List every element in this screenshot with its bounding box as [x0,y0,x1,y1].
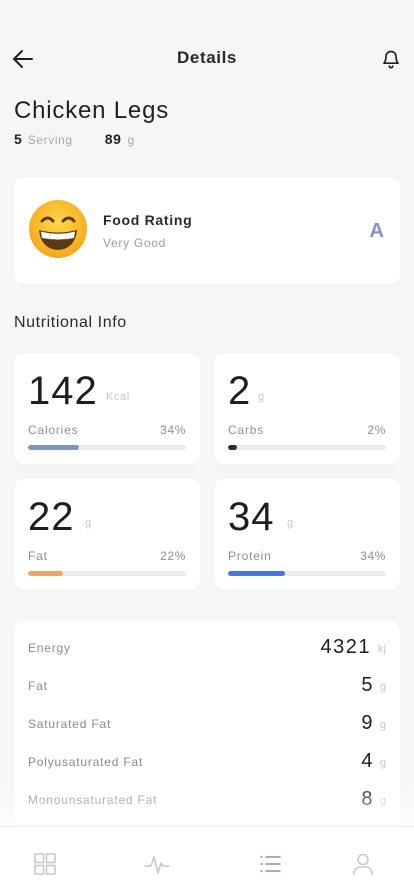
detail-value: 8 [361,788,374,810]
serving-unit: Serving [27,133,73,147]
header: Details [0,0,414,116]
page-title: Details [177,48,237,67]
nutrition-label: Calories [28,423,79,437]
detail-label: Polyusaturated Fat [28,755,144,769]
grid-icon [34,853,56,875]
serving-info: 5 Serving 89 g [14,131,134,147]
nutrition-percent: 34% [160,423,186,437]
weight-value: 89 [104,131,122,147]
nutrition-unit: g [85,517,92,529]
detail-unit: kj [378,643,386,655]
nutrition-percent: 22% [160,549,186,563]
food-rating-card[interactable]: Food Rating Very Good A [14,177,400,284]
nutrition-label: Fat [28,549,48,563]
detail-value: 5 [361,674,374,696]
detail-value: 4321 [320,636,371,658]
nutrition-progress-fill [228,445,238,450]
list-icon [260,856,281,872]
tab-list[interactable] [257,851,283,877]
detail-unit: g [379,681,386,693]
nutrition-value: 22 [28,495,75,539]
nutrition-unit: Kcal [106,391,130,403]
detail-unit: g [379,719,386,731]
nutrition-value: 2 [228,369,252,413]
detail-row-fat: Fat 5 g [28,674,386,698]
arrow-left-icon [13,50,33,68]
detail-row-saturated-fat: Saturated Fat 9 g [28,712,386,736]
detail-row-monounsaturated-fat: Monounsaturated Fat 8 g [28,788,386,812]
bell-icon [383,50,399,69]
nutrition-progress-fill [28,445,79,450]
nutrition-card-calories[interactable]: 142 Kcal Calories 34% [14,353,200,464]
tab-activity[interactable] [144,851,170,877]
detail-label: Fat [28,679,48,693]
nutrition-label: Protein [228,549,272,563]
detail-value: 4 [361,750,374,772]
weight-unit: g [127,133,135,147]
tab-profile[interactable] [350,851,376,877]
nutrition-card-fat[interactable]: 22 g Fat 22% [14,479,200,590]
nutrition-unit: g [258,391,265,403]
detail-label: Saturated Fat [28,717,112,731]
nutrition-value: 34 [228,495,275,539]
detail-unit: g [379,795,386,807]
serving-count: 5 [14,131,22,147]
nutrition-card-carbs[interactable]: 2 g Carbs 2% [214,353,400,464]
activity-icon [144,856,170,874]
bottom-tab-bar [0,826,414,896]
food-name: Chicken Legs [14,97,170,124]
detail-unit: g [379,757,386,769]
nutrition-value: 142 [28,369,98,413]
rating-grade: A [369,220,384,242]
grinning-face-icon [29,200,87,258]
back-button[interactable] [10,46,36,72]
detail-row-polyunsaturated-fat: Polyusaturated Fat 4 g [28,750,386,774]
nutrition-progress-track [28,445,186,450]
nutrition-progress-fill [228,571,285,576]
detail-value: 9 [361,712,374,734]
nutrition-progress-track [228,571,386,576]
notifications-button[interactable] [378,46,404,72]
section-title-nutritional-info: Nutritional Info [14,314,127,331]
nutrition-progress-fill [28,571,63,576]
nutrition-progress-track [28,571,186,576]
nutrition-card-protein[interactable]: 34 g Protein 34% [214,479,400,590]
rating-title: Food Rating [103,212,193,228]
tab-dashboard[interactable] [32,851,58,877]
nutrition-percent: 34% [360,549,386,563]
rating-subtitle: Very Good [103,236,167,250]
detail-label: Energy [28,641,71,655]
nutrition-percent: 2% [367,423,386,437]
detail-label: Monounsaturated Fat [28,793,158,807]
nutrition-unit: g [287,517,294,529]
user-icon [353,853,373,875]
nutrition-label: Carbs [228,423,265,437]
nutrition-progress-track [228,445,386,450]
nutrition-details-card: Energy 4321 kj Fat 5 g Saturated Fat 9 g… [14,621,400,831]
detail-row-energy: Energy 4321 kj [28,636,386,660]
